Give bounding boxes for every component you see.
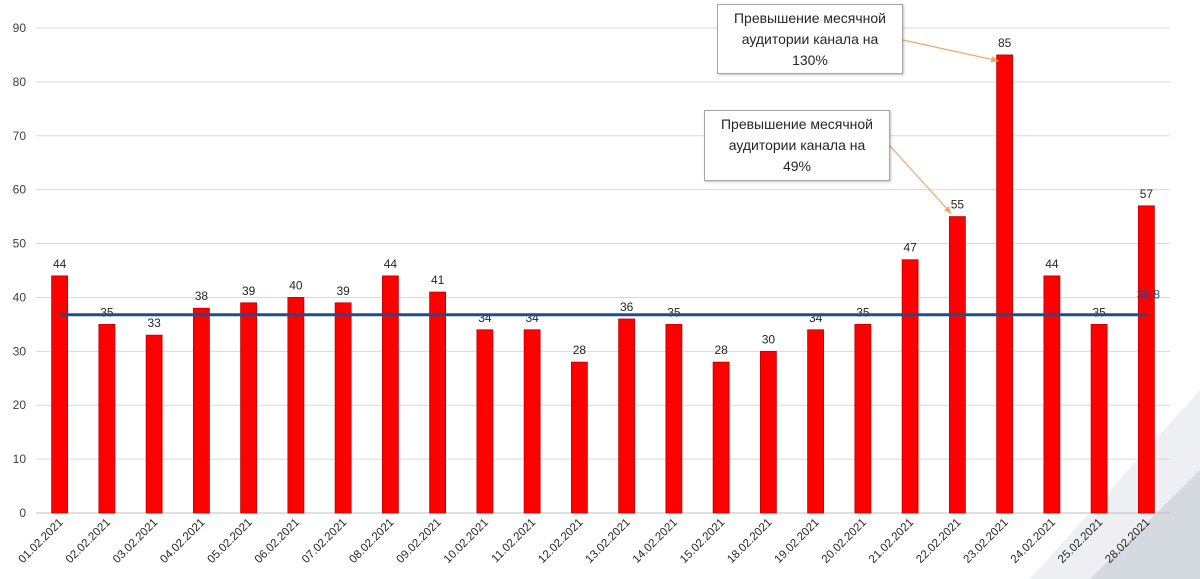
bar — [618, 318, 636, 514]
bar-value-label: 28 — [714, 343, 728, 357]
x-tick-label: 15.02.2021 — [678, 517, 727, 566]
x-tick-label: 05.02.2021 — [206, 517, 255, 566]
annotation-arrow-line — [889, 145, 952, 215]
bar-value-label: 33 — [147, 316, 161, 330]
bar-value-label: 85 — [998, 36, 1012, 50]
y-tick-label: 10 — [13, 452, 27, 466]
bar — [1137, 205, 1155, 514]
bar-value-label: 28 — [573, 343, 587, 357]
bar — [807, 329, 825, 514]
bar — [712, 361, 730, 514]
bar — [98, 323, 116, 514]
x-tick-label: 12.02.2021 — [536, 517, 585, 566]
bar — [570, 361, 588, 514]
bar-value-label: 30 — [762, 332, 776, 346]
annotation-line: аудитории канала на — [741, 30, 879, 47]
bar — [759, 350, 777, 514]
bar-value-label: 55 — [951, 198, 965, 212]
x-tick-label: 20.02.2021 — [820, 517, 869, 566]
x-tick-label: 11.02.2021 — [490, 517, 539, 566]
bar-value-label: 44 — [1045, 257, 1059, 271]
annotation-callout-130: Превышение месячной аудитории канала на … — [717, 4, 903, 74]
bar-value-label: 34 — [809, 311, 823, 325]
bar-value-label: 34 — [478, 311, 492, 325]
annotation-arrowhead — [990, 56, 999, 63]
x-tick-label: 07.02.2021 — [300, 517, 349, 566]
x-tick-label: 10.02.2021 — [442, 517, 491, 566]
background-decor-shape — [1090, 470, 1200, 579]
x-tick-label: 02.02.2021 — [64, 517, 113, 566]
bar — [1043, 275, 1061, 514]
bar-value-label: 44 — [384, 257, 398, 271]
x-tick-label: 18.02.2021 — [725, 517, 774, 566]
y-tick-label: 90 — [13, 21, 27, 35]
y-tick-label: 70 — [13, 129, 27, 143]
x-tick-label: 21.02.2021 — [867, 517, 916, 566]
bar-value-label: 35 — [1092, 305, 1106, 319]
bar — [334, 302, 352, 514]
bar — [665, 323, 683, 514]
annotation-line: Превышение месячной — [720, 116, 873, 132]
bar-value-label: 35 — [667, 305, 681, 319]
y-tick-label: 20 — [13, 398, 27, 412]
bar — [523, 329, 541, 514]
bar — [145, 334, 163, 514]
bar-value-label: 36 — [620, 300, 634, 314]
bar-value-label: 39 — [242, 284, 256, 298]
annotation-line: аудитории канала на — [728, 137, 866, 153]
bar — [429, 291, 447, 514]
x-tick-label: 09.02.2021 — [395, 517, 444, 566]
x-tick-label: 06.02.2021 — [253, 517, 302, 566]
bar-value-label: 40 — [289, 278, 303, 292]
y-tick-label: 0 — [19, 506, 26, 520]
x-tick-label: 14.02.2021 — [631, 517, 680, 566]
bar — [51, 275, 69, 514]
x-tick-label: 23.02.2021 — [962, 517, 1011, 566]
bar — [192, 307, 210, 514]
bar — [854, 323, 872, 514]
bar — [1090, 323, 1108, 514]
annotation-arrow-line — [902, 39, 999, 62]
annotation-line: 130% — [792, 51, 828, 68]
bar — [381, 275, 399, 514]
bar-value-label: 57 — [1140, 187, 1154, 201]
x-tick-label: 08.02.2021 — [347, 517, 396, 566]
bar-value-label: 35 — [856, 305, 870, 319]
y-tick-label: 60 — [13, 183, 27, 197]
x-tick-label: 22.02.2021 — [914, 517, 963, 566]
x-tick-label: 13.02.2021 — [584, 517, 633, 566]
annotation-line: 49% — [782, 158, 811, 174]
bar — [996, 54, 1014, 514]
annotation-arrowhead — [944, 206, 952, 214]
bar-value-label: 38 — [195, 289, 209, 303]
y-tick-label: 80 — [13, 75, 27, 89]
bar — [948, 216, 966, 514]
bar-value-label: 41 — [431, 273, 445, 287]
bar — [287, 297, 305, 514]
x-tick-label: 03.02.2021 — [111, 517, 160, 566]
bar-value-label: 44 — [53, 257, 67, 271]
bar-value-label: 34 — [525, 311, 539, 325]
x-tick-label: 19.02.2021 — [773, 517, 822, 566]
annotation-callout-49: Превышение месячной аудитории канала на … — [704, 110, 890, 181]
y-tick-label: 50 — [13, 237, 27, 251]
bar-value-label: 47 — [903, 241, 917, 255]
bar — [240, 302, 258, 514]
bar — [901, 259, 919, 514]
x-tick-label: 04.02.2021 — [158, 517, 207, 566]
y-tick-label: 40 — [13, 290, 27, 304]
y-tick-label: 30 — [13, 344, 27, 358]
x-tick-label: 01.02.2021 — [17, 517, 66, 566]
bar-value-label: 35 — [100, 305, 114, 319]
bar — [476, 329, 494, 514]
average-line-label: 36,8 — [1137, 288, 1161, 302]
bar-value-label: 39 — [336, 284, 350, 298]
annotation-line: Превышение месячной — [733, 9, 886, 26]
